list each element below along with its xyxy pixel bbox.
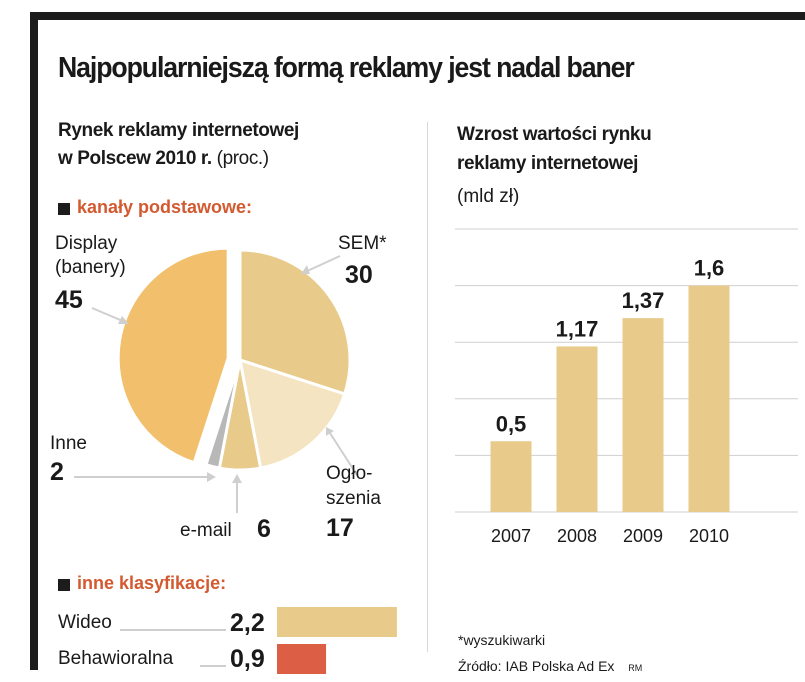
frame-left-rule <box>30 12 38 670</box>
page-title: Najpopularniejszą formą reklamy jest nad… <box>58 52 635 84</box>
pie-title-year: w Polscew 2010 r. <box>58 148 212 169</box>
label-behawioralna: Behawioralna <box>58 648 174 669</box>
bar-value-label: 1,17 <box>556 316 599 341</box>
value-ogloszenia: 17 <box>326 514 354 542</box>
value-display: 45 <box>55 286 83 314</box>
value-behawioralna: 0,9 <box>230 645 265 673</box>
arrowhead-email <box>232 474 242 483</box>
hbars <box>277 607 397 674</box>
label-sem: SEM* <box>338 233 387 254</box>
x-tick-label: 2008 <box>557 526 597 546</box>
bar-2010 <box>688 285 730 512</box>
arrowhead-inne <box>207 472 216 482</box>
section-bullet-main <box>58 203 70 215</box>
bar-unit: (mld zł) <box>457 186 520 207</box>
pie-slice-display <box>116 246 230 465</box>
value-email: 6 <box>257 515 271 543</box>
panel-divider <box>427 122 428 652</box>
label-inne: Inne <box>50 433 87 454</box>
hbar-behawioralna <box>277 644 327 674</box>
footnote: *wyszukiwarki <box>458 632 546 648</box>
connector-arrowheads <box>118 265 334 483</box>
label-display: Display <box>55 233 118 254</box>
pie-slices <box>116 246 352 472</box>
bar-value-label: 1,6 <box>694 256 725 281</box>
label-display-sub: (banery) <box>55 257 126 278</box>
x-tick-label: 2010 <box>689 526 729 546</box>
label-email: e-mail <box>180 520 232 541</box>
source-text: Źródło: IAB Polska Ad Ex <box>458 658 615 674</box>
label-ogloszenia-sub: szenia <box>326 488 381 509</box>
section-main-label: kanały podstawowe: <box>77 197 253 217</box>
x-tick-label: 2009 <box>623 526 663 546</box>
arrowhead-display <box>118 316 129 324</box>
bar-value-label: 1,37 <box>622 288 665 313</box>
pie-slice-ogloszenia <box>238 357 347 470</box>
value-inne: 2 <box>50 458 64 486</box>
section-other-label: inne klasyfikacje: <box>77 573 227 593</box>
bar-value-label: 0,5 <box>496 411 527 436</box>
source: Źródło: IAB Polska Ad Ex RM <box>458 658 642 674</box>
connector-sem <box>304 255 341 273</box>
pie-title-unit: (proc.) <box>216 148 270 169</box>
pie-title-line1: Rynek reklamy internetowej <box>58 120 299 141</box>
bar-2008 <box>556 346 598 512</box>
hbar-wideo <box>277 607 397 637</box>
pie-title-line2: w Polscew 2010 r. (proc.) <box>58 148 269 170</box>
bar-title-line2: reklamy internetowej <box>457 153 639 174</box>
bar-title-line1: Wzrost wartości rynku <box>457 124 652 145</box>
bar-marks: 0,5 2007 1,17 2008 1,37 2009 1,6 2010 <box>490 256 730 546</box>
value-sem: 30 <box>345 261 373 289</box>
label-wideo: Wideo <box>58 612 112 633</box>
label-ogloszenia: Ogło- <box>326 463 373 484</box>
arrowhead-ogloszenia <box>326 427 334 436</box>
pie-slice-inne <box>204 359 242 470</box>
signature: RM <box>628 663 643 673</box>
arrowhead-sem <box>301 265 310 274</box>
connector-display <box>91 307 126 323</box>
pie-connectors <box>74 255 358 513</box>
value-wideo: 2,2 <box>230 609 265 637</box>
bar-2009 <box>622 318 664 512</box>
frame-top-rule <box>30 12 805 20</box>
connector-ogloszenia <box>327 429 358 476</box>
bar-2007 <box>490 441 532 512</box>
section-bullet-other <box>58 579 70 591</box>
x-tick-label: 2007 <box>491 526 531 546</box>
pie-slice-sem <box>238 248 352 396</box>
